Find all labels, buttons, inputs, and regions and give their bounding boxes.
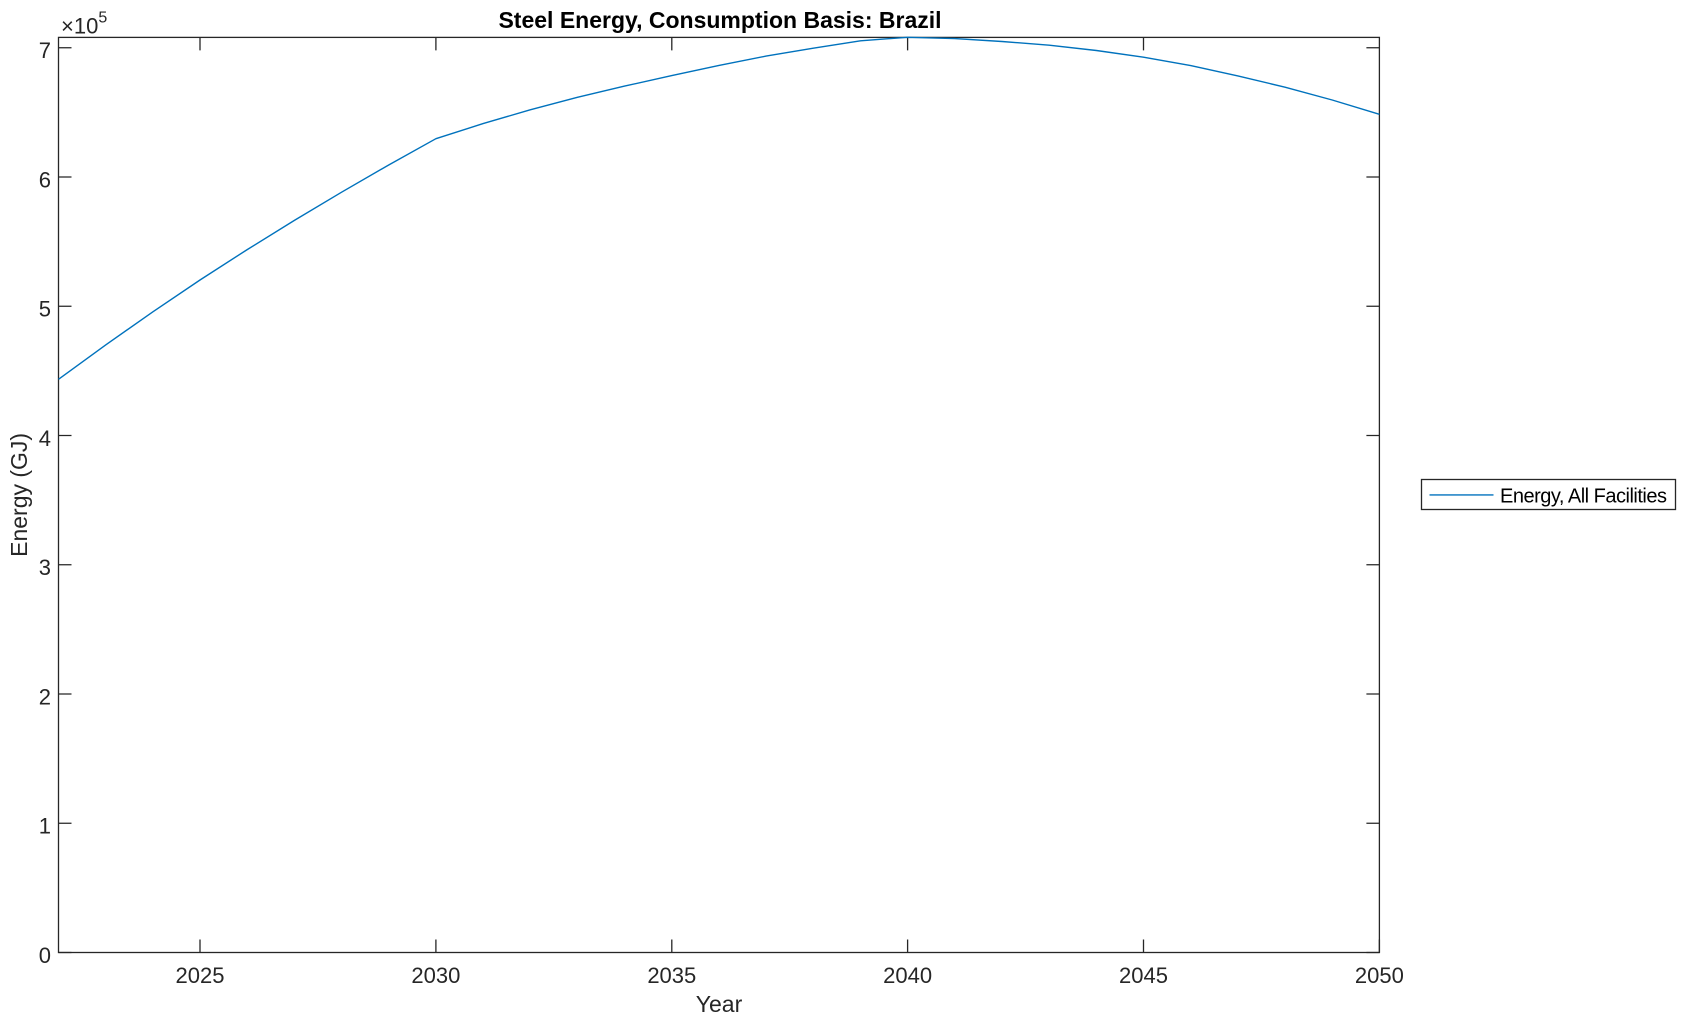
svg-text:2035: 2035 [647, 963, 696, 988]
svg-text:1: 1 [39, 814, 51, 839]
svg-text:Year: Year [696, 991, 743, 1017]
svg-text:Energy, All Facilities: Energy, All Facilities [1500, 485, 1667, 507]
svg-text:5: 5 [39, 297, 51, 322]
svg-text:2030: 2030 [411, 963, 460, 988]
svg-text:0: 0 [39, 943, 51, 968]
svg-text:Steel Energy, Consumption Basi: Steel Energy, Consumption Basis: Brazil [498, 7, 941, 33]
svg-text:2040: 2040 [883, 963, 932, 988]
svg-text:4: 4 [39, 426, 51, 451]
svg-text:7: 7 [39, 38, 51, 63]
svg-text:×105: ×105 [61, 10, 107, 39]
svg-text:2045: 2045 [1119, 963, 1168, 988]
svg-text:2025: 2025 [176, 963, 225, 988]
svg-text:3: 3 [39, 555, 51, 580]
svg-text:6: 6 [39, 167, 51, 192]
svg-text:2050: 2050 [1355, 963, 1404, 988]
svg-text:2: 2 [39, 684, 51, 709]
svg-text:Energy (GJ): Energy (GJ) [6, 433, 32, 557]
